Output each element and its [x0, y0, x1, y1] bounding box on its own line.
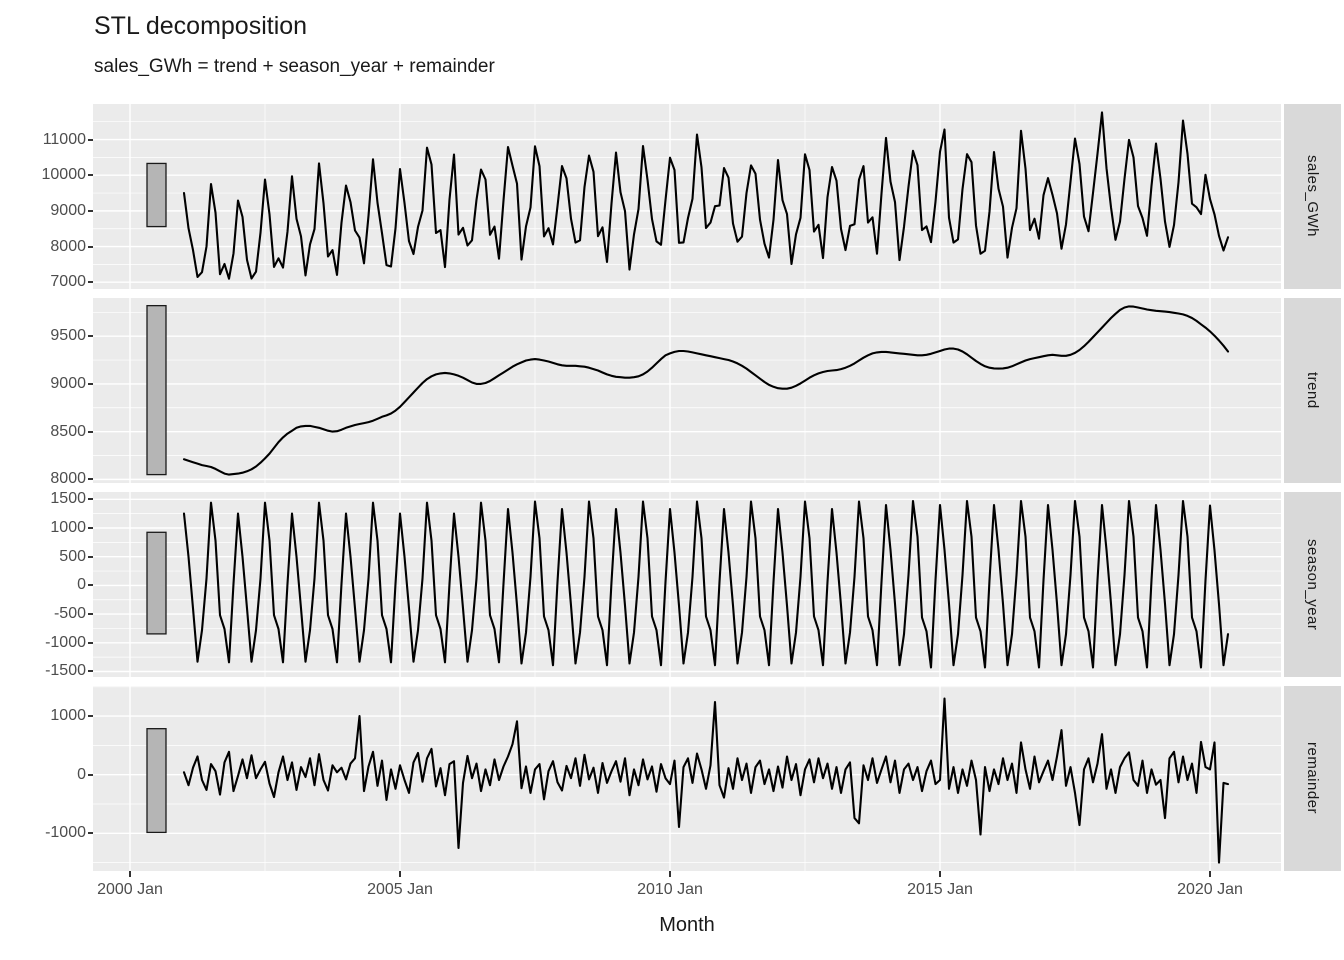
y-tick-mark [88, 526, 93, 529]
y-tick-mark [88, 670, 93, 673]
y-tick-mark [88, 584, 93, 587]
x-tick-mark [939, 871, 941, 877]
y-tick-mark [88, 281, 93, 284]
x-tick-mark [1209, 871, 1211, 877]
facet-strip-season-year: season_year [1284, 492, 1341, 677]
y-tick-label: 0 [77, 765, 86, 783]
y-tick-label: -500 [53, 605, 86, 623]
data-line-sales_GWh [182, 111, 1230, 280]
x-tick-label: 2005 Jan [367, 881, 433, 898]
x-tick-label: 2010 Jan [637, 881, 703, 898]
facet-strip-sales-gwh: sales_GWh [1284, 104, 1341, 289]
x-tick-label: 2020 Jan [1177, 881, 1243, 898]
y-tick-label: -1000 [45, 633, 86, 651]
x-axis-title: Month [659, 914, 715, 936]
facet-strip-trend: trend [1284, 298, 1341, 483]
y-tick-mark [88, 209, 93, 212]
y-tick-mark [88, 174, 93, 177]
y-tick-label: 9000 [50, 201, 86, 219]
x-tick-label: 2000 Jan [97, 881, 163, 898]
y-tick-label: 500 [59, 547, 86, 565]
y-tick-label: 1500 [50, 490, 86, 508]
x-tick-mark [399, 871, 401, 877]
x-tick-mark [669, 871, 671, 877]
y-tick-mark [88, 555, 93, 558]
y-tick-label: 11000 [42, 130, 86, 148]
y-tick-mark [88, 245, 93, 248]
data-line-season_year [182, 499, 1230, 669]
y-tick-label: -1500 [45, 662, 86, 680]
y-tick-label: 1000 [50, 707, 86, 725]
y-tick-mark [88, 715, 93, 718]
y-tick-mark [88, 382, 93, 385]
y-tick-label: 9500 [50, 327, 86, 345]
y-tick-mark [88, 478, 93, 481]
facet-strip-remainder: remainder [1284, 686, 1341, 871]
y-tick-mark [88, 430, 93, 433]
y-tick-label: 8000 [50, 237, 86, 255]
y-tick-mark [88, 832, 93, 835]
y-tick-label: 1000 [50, 518, 86, 536]
y-tick-label: 9000 [50, 374, 86, 392]
y-tick-mark [88, 773, 93, 776]
y-tick-label: 10000 [41, 166, 87, 184]
relative-scale-bar [146, 162, 167, 228]
panel-sales-gwh [93, 104, 1281, 289]
relative-scale-bar [146, 531, 167, 635]
y-tick-mark [88, 613, 93, 616]
panel-background [93, 298, 1281, 483]
data-line-remainder [182, 697, 1230, 864]
data-line-trend [182, 305, 1230, 476]
chart-title: STL decomposition [94, 12, 308, 40]
y-tick-mark [88, 138, 93, 141]
x-tick-mark [129, 871, 131, 877]
y-tick-label: 8000 [50, 470, 86, 488]
y-tick-label: 7000 [50, 273, 86, 291]
facet-strip-label: trend [1304, 372, 1321, 409]
relative-scale-bar [146, 728, 167, 834]
chart-subtitle: sales_GWh = trend + season_year + remain… [94, 56, 495, 77]
y-tick-label: -1000 [45, 824, 86, 842]
facet-strip-label: season_year [1304, 538, 1321, 631]
y-tick-label: 0 [77, 576, 86, 594]
panel-remainder [93, 686, 1281, 871]
y-tick-mark [88, 498, 93, 501]
y-tick-label: 8500 [50, 422, 86, 440]
y-tick-mark [88, 335, 93, 338]
panel-svg-remainder [93, 686, 1281, 871]
relative-scale-bar [146, 304, 167, 476]
facet-strip-label: sales_GWh [1304, 155, 1321, 238]
x-tick-label: 2015 Jan [907, 881, 973, 898]
panel-trend [93, 298, 1281, 483]
panel-svg-season_year [93, 492, 1281, 677]
panel-svg-trend [93, 298, 1281, 483]
panel-background [93, 686, 1281, 871]
panel-svg-sales_GWh [93, 104, 1281, 289]
panel-season-year [93, 492, 1281, 677]
y-tick-mark [88, 641, 93, 644]
facet-strip-label: remainder [1304, 742, 1321, 815]
